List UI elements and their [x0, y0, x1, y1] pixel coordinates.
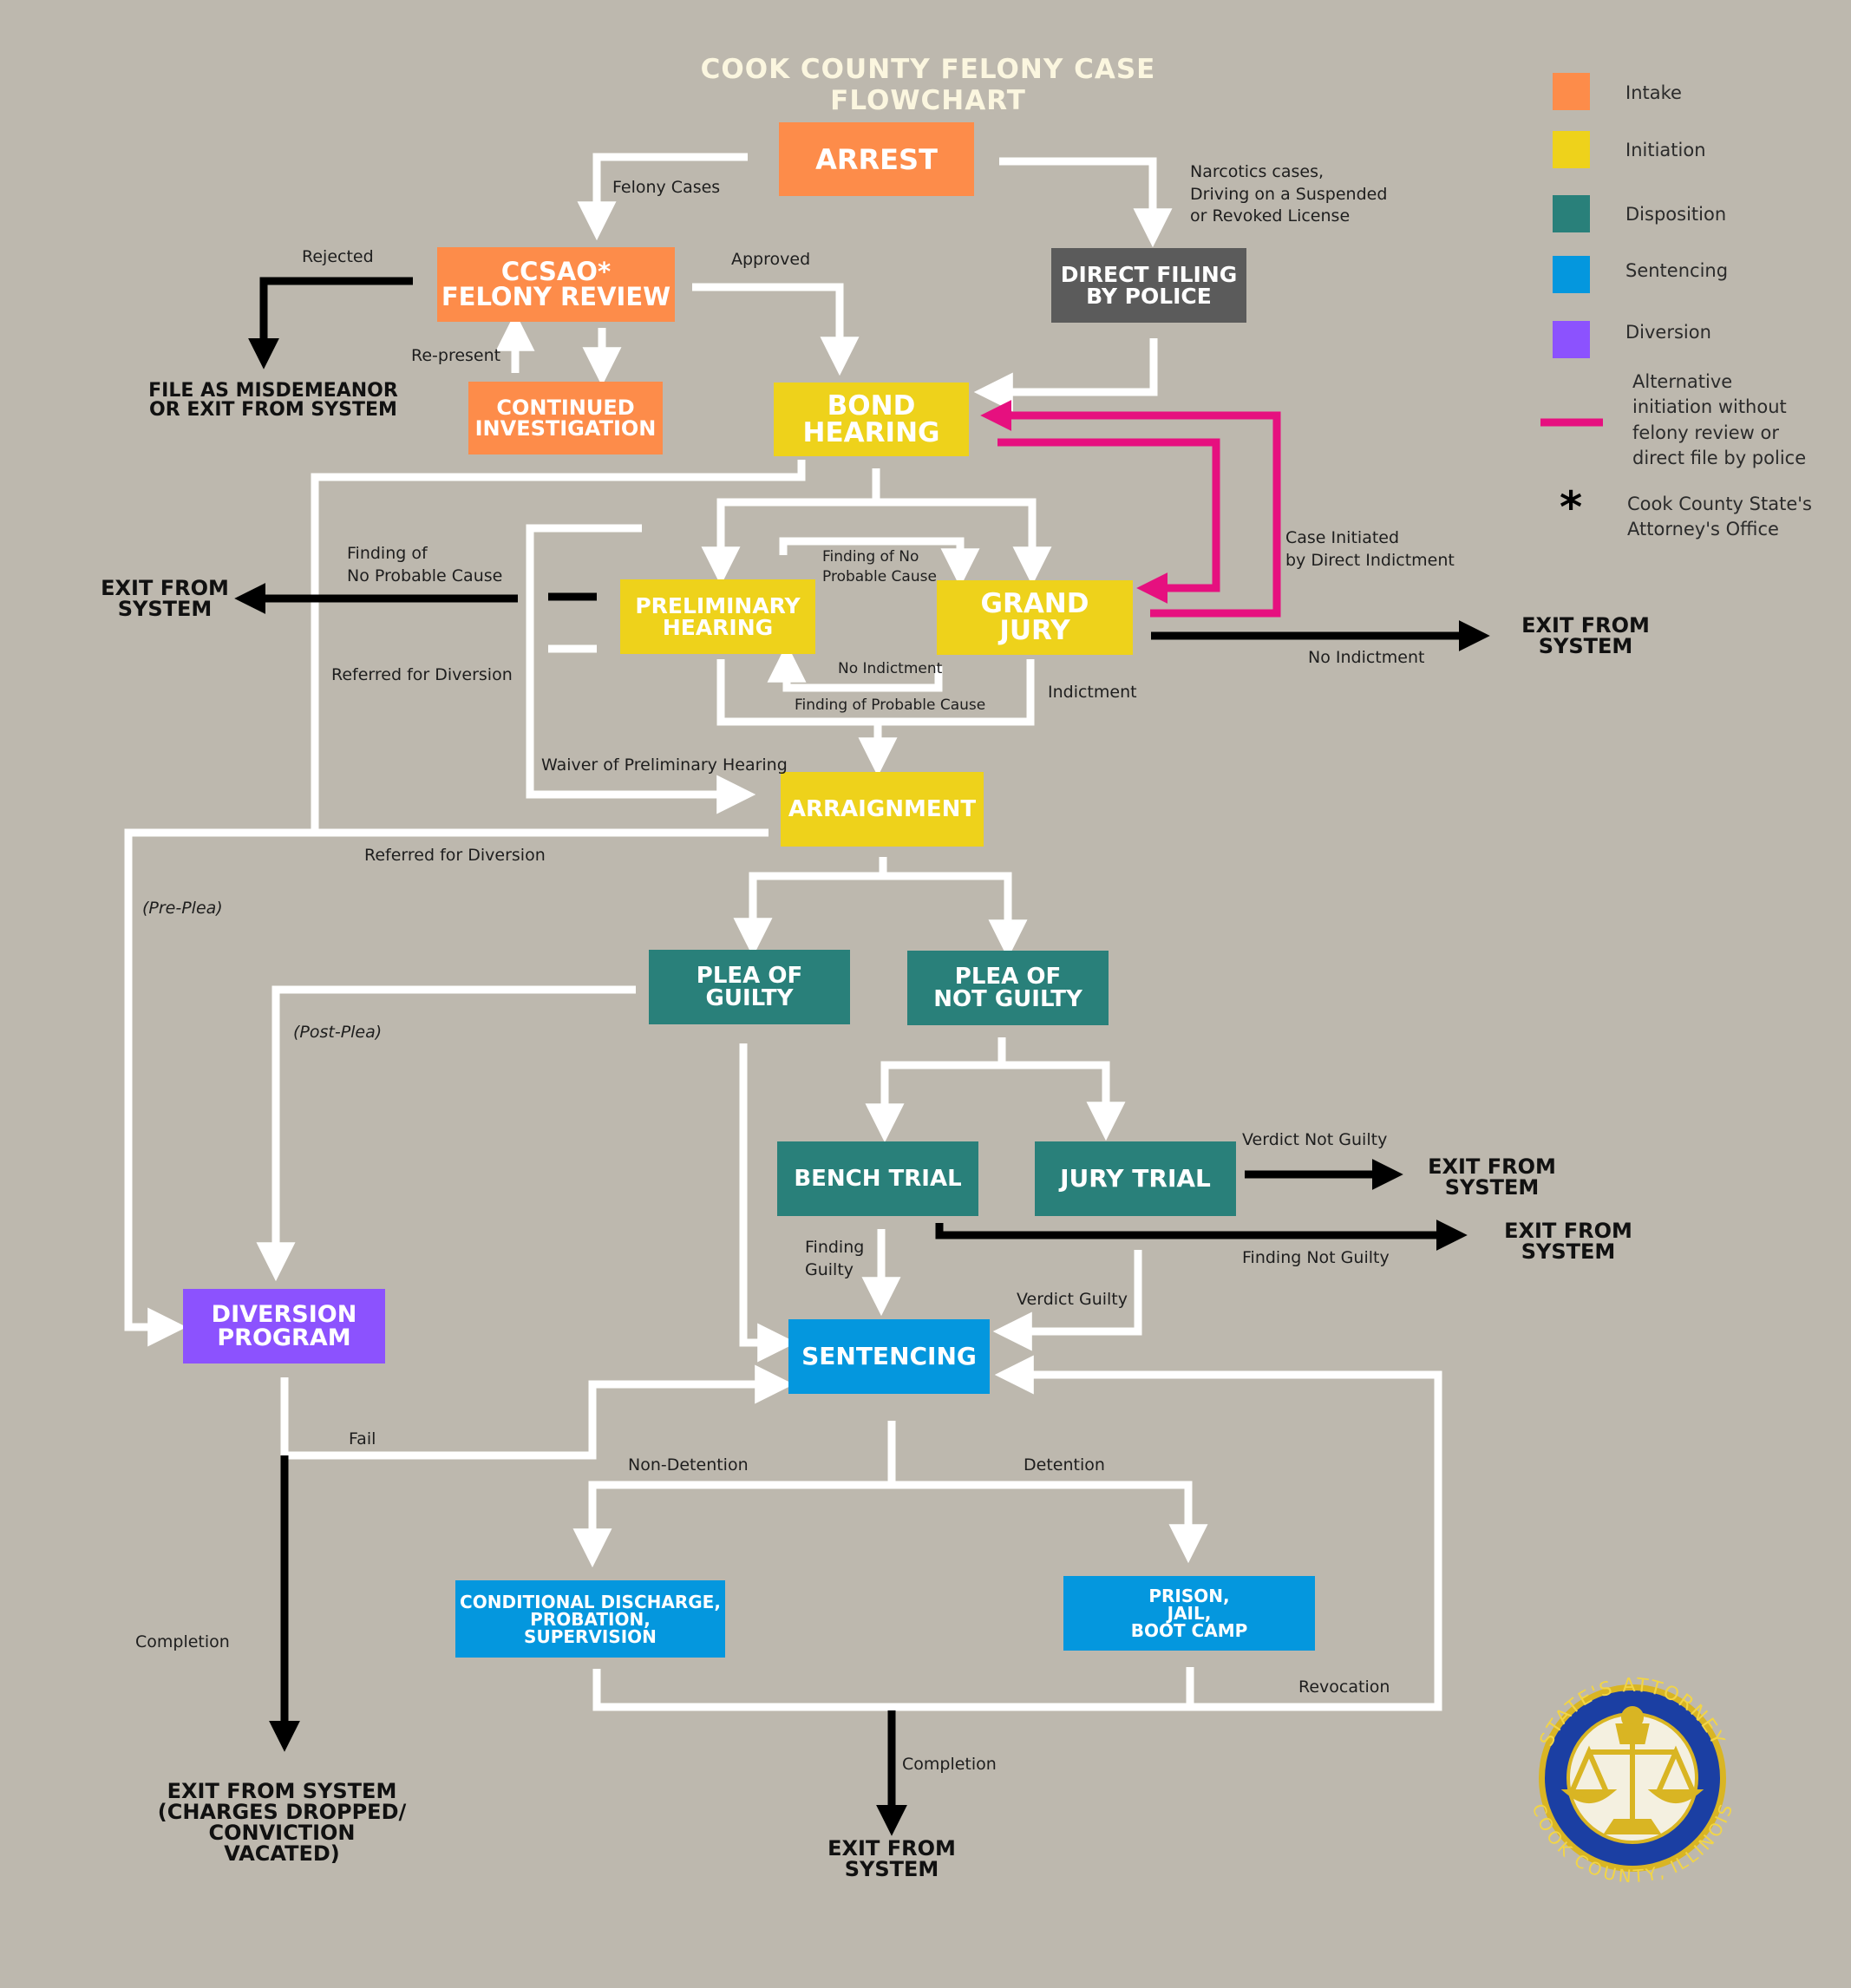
- exit-diversion: EXIT FROM SYSTEM (CHARGES DROPPED/ CONVI…: [157, 1779, 407, 1866]
- conditional-discharge-box: CONDITIONAL DISCHARGE, PROBATION, SUPERV…: [455, 1580, 725, 1658]
- exit-misdemeanor: FILE AS MISDEMEANOR OR EXIT FROM SYSTEM: [148, 380, 398, 421]
- verdict-not-guilty-label: Verdict Not Guilty: [1242, 1130, 1388, 1149]
- completion-left-label: Completion: [135, 1632, 230, 1651]
- legend-swatch-sentencing: [1553, 256, 1590, 293]
- completion-center-label: Completion: [902, 1755, 997, 1774]
- direct-filing-box: DIRECT FILING BY POLICE: [1051, 248, 1246, 323]
- asterisk-icon: *: [1560, 482, 1583, 533]
- ccsao-felony-review-box: CCSAO* FELONY REVIEW: [437, 247, 675, 322]
- legend-label-diversion: Diversion: [1625, 322, 1711, 343]
- narcotics-label: Narcotics cases, Driving on a Suspended …: [1190, 162, 1388, 226]
- finding-guilty-label: Finding Guilty: [805, 1238, 865, 1279]
- grand-jury-box: GRAND JURY: [937, 580, 1133, 655]
- approved-label: Approved: [731, 250, 811, 269]
- exit-sentencing: EXIT FROM SYSTEM: [827, 1836, 956, 1881]
- legend-swatch-diversion: [1553, 321, 1590, 358]
- legend-label-sentencing: Sentencing: [1625, 260, 1729, 281]
- plea-of-not-guilty-box: PLEA OF NOT GUILTY: [907, 951, 1109, 1025]
- jury-trial-box: JURY TRIAL: [1035, 1141, 1236, 1216]
- pre-plea-label: (Pre-Plea): [142, 899, 223, 918]
- fail-label: Fail: [349, 1429, 376, 1448]
- legend-label-intake: Intake: [1625, 82, 1682, 103]
- revocation-label: Revocation: [1298, 1677, 1390, 1697]
- referred-for-diversion-label-2: Referred for Diversion: [364, 846, 546, 865]
- case-initiated-label: Case Initiated by Direct Indictment: [1285, 528, 1455, 570]
- continued-investigation-box: CONTINUED INVESTIGATION: [468, 382, 663, 454]
- felony-cases-label: Felony Cases: [612, 178, 721, 197]
- sentencing-box: SENTENCING: [788, 1319, 990, 1394]
- page-title: COOK COUNTY FELONY CASE FLOWCHART: [700, 54, 1156, 116]
- waiver-label: Waiver of Preliminary Hearing: [541, 755, 788, 775]
- legend-label-initiation: Initiation: [1625, 140, 1706, 160]
- prison-jail-boot-camp-box: PRISON, JAIL, BOOT CAMP: [1063, 1576, 1315, 1651]
- preliminary-hearing-box: PRELIMINARY HEARING: [620, 579, 815, 654]
- arraignment-box: ARRAIGNMENT: [781, 772, 984, 847]
- referred-for-diversion-label-1: Referred for Diversion: [331, 665, 513, 684]
- exit-grand-jury: EXIT FROM SYSTEM: [1521, 613, 1650, 658]
- state-attorney-seal: STATE'S ATTORNEY COOK COUNTY, ILLINOIS: [1528, 1675, 1737, 1887]
- bench-trial-box: BENCH TRIAL: [777, 1141, 978, 1216]
- rejected-label: Rejected: [302, 247, 374, 266]
- detention-label: Detention: [1024, 1455, 1105, 1475]
- arrest-box: ARREST: [779, 122, 974, 196]
- no-indictment-label: No Indictment: [1308, 648, 1425, 667]
- diversion-program-box: DIVERSION PROGRAM: [183, 1289, 385, 1363]
- finding-no-probable-cause-small-label: Finding of No Probable Cause: [822, 548, 937, 585]
- finding-no-probable-cause-label: Finding of No Probable Cause: [347, 544, 503, 585]
- finding-not-guilty-label: Finding Not Guilty: [1242, 1248, 1390, 1267]
- verdict-guilty-label: Verdict Guilty: [1017, 1290, 1128, 1309]
- plea-of-guilty-box: PLEA OF GUILTY: [649, 950, 850, 1024]
- legend-label-asterisk: Cook County State's Attorney's Office: [1627, 494, 1812, 540]
- finding-probable-cause-label: Finding of Probable Cause: [795, 696, 986, 714]
- legend-label-alternative: Alternative initiation without felony re…: [1632, 371, 1807, 469]
- exit-jury-trial: EXIT FROM SYSTEM: [1428, 1154, 1556, 1200]
- legend-label-disposition: Disposition: [1625, 204, 1727, 225]
- legend-swatch-initiation: [1553, 131, 1590, 168]
- exit-bench-trial: EXIT FROM SYSTEM: [1504, 1219, 1632, 1264]
- represent-label: Re-present: [411, 346, 501, 365]
- legend-swatch-intake: [1553, 73, 1590, 110]
- non-detention-label: Non-Detention: [628, 1455, 749, 1475]
- indictment-label: Indictment: [1048, 683, 1137, 702]
- exit-left: EXIT FROM SYSTEM: [101, 576, 229, 621]
- post-plea-label: (Post-Plea): [293, 1023, 383, 1042]
- no-indictment-inner-label: No Indictment: [838, 660, 943, 677]
- legend-swatch-disposition: [1553, 195, 1590, 232]
- bond-hearing-box: BOND HEARING: [774, 383, 969, 456]
